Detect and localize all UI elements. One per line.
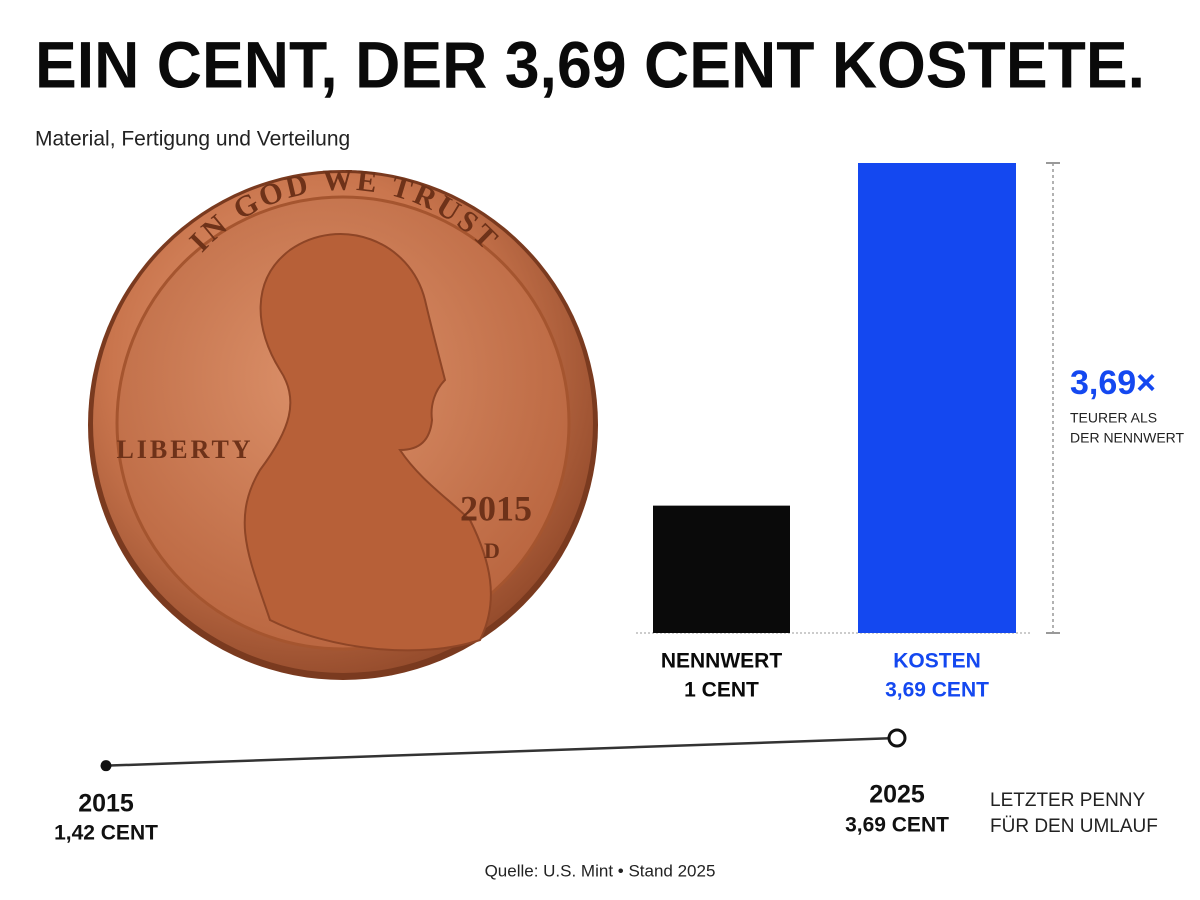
cost-label: 1,42 CENT [54,822,158,845]
annotation-text: DER NENNWERT [1070,430,1185,446]
year-label: 2015 [78,790,134,818]
lincoln-portrait [243,233,492,652]
timeline [105,736,898,767]
cost-label: 3,69 CENT [845,814,949,837]
coin-liberty: LIBERTY [116,435,253,464]
timeline-note: LETZTER PENNY [990,790,1146,811]
coin: IN GOD WE TRUST LIBERTY 2015 D [88,163,598,680]
coin-mint: D [484,538,500,563]
annotation-value: 3,69× [1070,364,1156,402]
source: Quelle: U.S. Mint • Stand 2025 [485,861,716,880]
bar [653,505,790,633]
value-label: 3,69 CENT [885,679,989,702]
timeline-point [100,760,112,772]
year-label: 2025 [869,781,925,809]
subtitle: Material, Fertigung und Verteilung [35,128,350,151]
coin-year: 2015 [460,488,532,528]
timeline-point [887,728,907,748]
value-label: 1 CENT [684,679,759,702]
title: EIN CENT, DER 3,69 CENT KOSTETE. [35,27,1145,101]
timeline-note: FÜR DEN UMLAUF [990,816,1158,837]
category-label: KOSTEN [893,650,981,673]
bar [858,163,1016,633]
annotation-text: TEURER ALS [1070,410,1157,426]
category-label: NENNWERT [661,650,782,673]
